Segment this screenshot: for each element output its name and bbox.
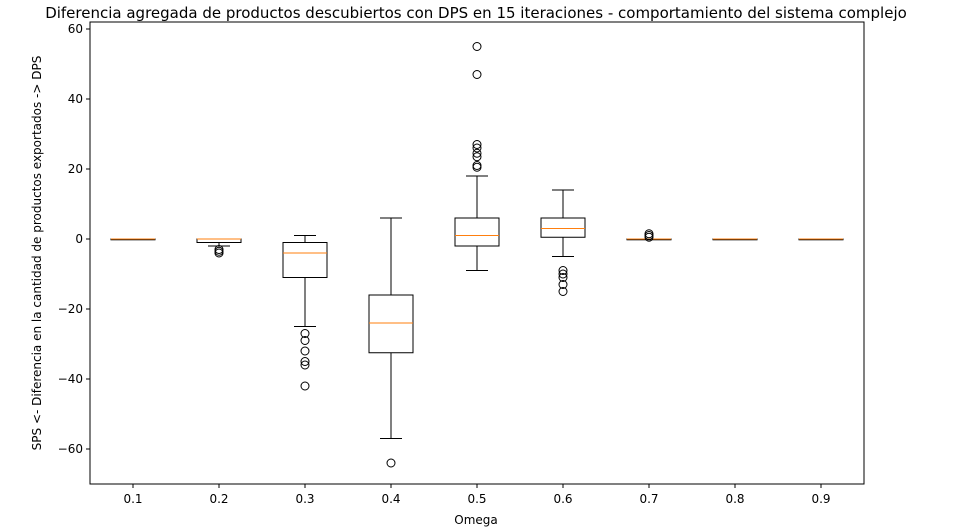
box-0.9	[798, 238, 844, 241]
x-tick-label: 0.5	[467, 492, 486, 506]
outlier-point	[558, 287, 568, 296]
x-axis: 0.1 0.2 0.3 0.4 0.5 0.6 0.7 0.8 0.9	[123, 484, 831, 506]
outlier-point	[300, 381, 310, 391]
chart-title: Diferencia agregada de productos descubi…	[45, 4, 907, 22]
box-0.8	[712, 238, 758, 241]
outlier-point	[472, 42, 482, 51]
y-tick-label: −40	[58, 372, 83, 386]
outlier-point	[558, 280, 568, 289]
box-body	[282, 242, 328, 278]
outlier-point	[300, 336, 310, 345]
x-tick-label: 0.4	[381, 492, 400, 506]
outlier-point	[300, 357, 310, 366]
outlier-point	[472, 143, 482, 153]
box-0.4	[368, 217, 414, 468]
box-0.3	[282, 235, 328, 391]
x-tick-label: 0.2	[209, 492, 228, 506]
outlier-point	[472, 162, 482, 172]
outlier-point	[300, 346, 310, 356]
outlier-point	[300, 360, 310, 370]
y-axis: −60 −40 −20 0 20 40 60	[58, 22, 90, 456]
outlier-point	[472, 152, 482, 162]
outlier-point	[644, 231, 654, 240]
box-0.5	[454, 42, 500, 271]
outlier-point	[300, 329, 310, 338]
x-tick-label: 0.1	[123, 492, 142, 506]
y-tick-label: −60	[58, 442, 83, 456]
y-tick-label: 40	[68, 92, 83, 106]
outlier-point	[472, 140, 482, 149]
x-tick-label: 0.9	[811, 492, 830, 506]
outlier-point	[386, 458, 396, 468]
box-0.6	[540, 189, 586, 296]
x-axis-label: Omega	[454, 513, 498, 527]
outlier-point	[558, 269, 568, 279]
x-tick-label: 0.7	[639, 492, 658, 506]
y-axis-label: SPS <- Diferencia en la cantidad de prod…	[30, 56, 44, 451]
box-series	[110, 42, 844, 468]
y-tick-label: 0	[75, 232, 83, 246]
outlier-point	[214, 246, 224, 256]
x-tick-label: 0.3	[295, 492, 314, 506]
y-tick-label: 20	[68, 162, 83, 176]
outlier-point	[472, 161, 482, 170]
outlier-point	[644, 229, 654, 239]
outlier-point	[558, 266, 568, 275]
outlier-point	[214, 248, 224, 258]
box-0.2	[196, 238, 242, 258]
box-body	[368, 294, 414, 354]
outlier-point	[558, 273, 568, 282]
box-body	[454, 217, 500, 247]
outlier-point	[472, 148, 482, 158]
x-tick-label: 0.8	[725, 492, 744, 506]
box-body	[196, 238, 242, 243]
y-tick-label: 60	[68, 22, 83, 36]
x-tick-label: 0.6	[553, 492, 572, 506]
outlier-point	[472, 70, 482, 79]
y-tick-label: −20	[58, 302, 83, 316]
box-body	[540, 217, 586, 238]
box-0.1	[110, 238, 156, 241]
box-0.7	[626, 229, 672, 242]
